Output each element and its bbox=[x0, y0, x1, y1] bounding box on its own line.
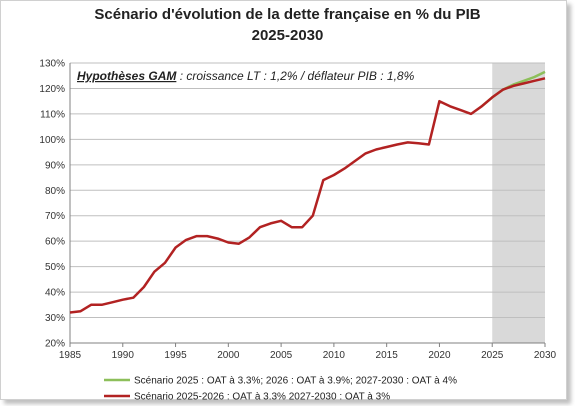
annotation-rest: : croissance LT : 1,2% / déflateur PIB :… bbox=[176, 69, 414, 83]
hypotheses-annotation: Hypothèses GAM : croissance LT : 1,2% / … bbox=[77, 69, 415, 83]
y-tick-label: 40% bbox=[45, 288, 65, 299]
forecast-shaded-region bbox=[492, 63, 545, 343]
y-tick-label: 110% bbox=[40, 109, 65, 120]
chart-title-line1: Scénario d'évolution de la dette françai… bbox=[94, 6, 481, 23]
x-tick-label: 2020 bbox=[428, 350, 451, 361]
y-tick-label: 100% bbox=[39, 135, 65, 146]
x-tick-label: 2030 bbox=[534, 350, 557, 361]
y-tick-label: 60% bbox=[45, 237, 65, 248]
y-tick-label: 70% bbox=[45, 211, 65, 222]
y-tick-label: 50% bbox=[45, 262, 65, 273]
x-tick-label: 2010 bbox=[323, 350, 346, 361]
y-tick-label: 80% bbox=[45, 186, 65, 197]
x-tick-label: 1990 bbox=[112, 350, 135, 361]
chart-title-line2: 2025-2030 bbox=[251, 27, 324, 44]
x-tick-label: 2000 bbox=[217, 350, 240, 361]
x-tick-label: 1995 bbox=[164, 350, 187, 361]
x-tick-label: 2005 bbox=[270, 350, 293, 361]
y-tick-label: 90% bbox=[45, 160, 65, 171]
y-tick-label: 20% bbox=[45, 339, 65, 350]
chart-frame bbox=[0, 0, 567, 400]
chart-title: Scénario d'évolution de la dette françai… bbox=[0, 4, 575, 46]
annotation-bold: Hypothèses GAM bbox=[77, 69, 177, 83]
y-tick-label: 130% bbox=[39, 59, 65, 70]
y-tick-label: 120% bbox=[39, 84, 65, 95]
legend-label-2: Scénario 2025-2026 : OAT à 3.3% 2027-203… bbox=[134, 392, 390, 403]
series-line-2 bbox=[69, 77, 546, 314]
y-tick-label: 30% bbox=[45, 313, 65, 324]
x-tick-label: 1985 bbox=[59, 350, 82, 361]
x-tick-label: 2025 bbox=[481, 350, 504, 361]
legend-label-1: Scénario 2025 : OAT à 3.3%; 2026 : OAT à… bbox=[134, 376, 457, 387]
x-tick-label: 2015 bbox=[376, 350, 399, 361]
